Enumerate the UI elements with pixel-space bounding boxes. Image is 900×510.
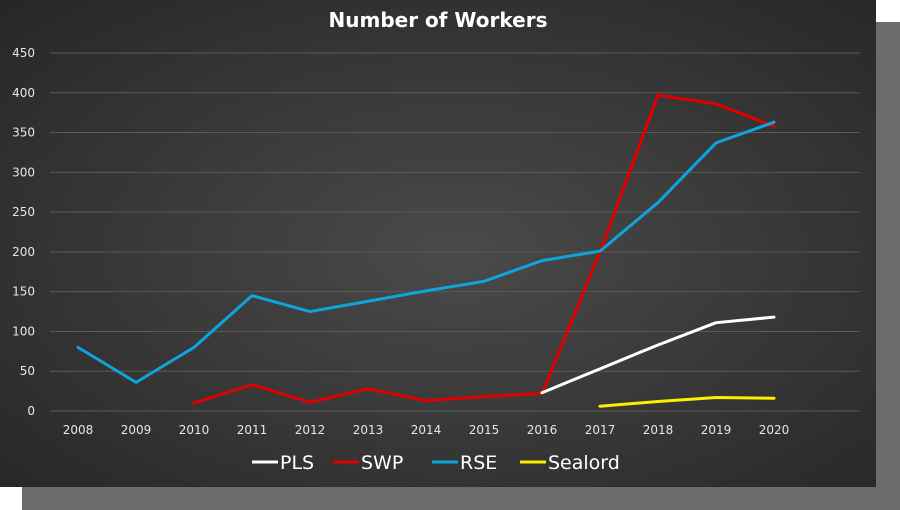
legend-label-sealord: Sealord xyxy=(548,452,620,474)
y-tick-label: 250 xyxy=(12,205,35,219)
y-tick-label: 300 xyxy=(12,165,35,179)
x-tick-label: 2013 xyxy=(353,423,384,437)
x-tick-label: 2012 xyxy=(295,423,326,437)
y-tick-label: 0 xyxy=(27,404,35,418)
legend-label-swp: SWP xyxy=(361,452,403,474)
x-tick-label: 2020 xyxy=(759,423,790,437)
y-tick-label: 50 xyxy=(20,364,35,378)
legend-label-rse: RSE xyxy=(460,452,497,474)
x-tick-label: 2011 xyxy=(237,423,268,437)
series-line-rse xyxy=(76,120,776,384)
series-line-sealord xyxy=(598,395,776,408)
y-tick-label: 350 xyxy=(12,126,35,140)
x-tick-label: 2014 xyxy=(411,423,442,437)
legend-label-pls: PLS xyxy=(280,452,314,474)
x-tick-label: 2009 xyxy=(121,423,152,437)
y-tick-label: 200 xyxy=(12,245,35,259)
legend: PLS SWP RSE Sealord xyxy=(252,452,620,474)
series-line-swp xyxy=(192,93,776,405)
x-tick-label: 2010 xyxy=(179,423,210,437)
chart-title: Number of Workers xyxy=(328,8,548,32)
x-tick-label: 2008 xyxy=(63,423,94,437)
x-axis-ticks: 2008 2009 2010 2011 2012 2013 2014 2015 2016 2017… xyxy=(63,423,790,437)
x-tick-label: 2019 xyxy=(701,423,732,437)
series-lines xyxy=(76,93,776,408)
grid-lines xyxy=(50,52,860,412)
x-tick-label: 2018 xyxy=(643,423,674,437)
y-axis-ticks: 0 50 100 150 200 250 300 350 400 450 xyxy=(12,46,35,418)
x-tick-label: 2017 xyxy=(585,423,616,437)
series-line-pls xyxy=(540,315,776,395)
chart-card: Number of Workers xyxy=(0,0,876,487)
y-tick-label: 150 xyxy=(12,285,35,299)
x-tick-label: 2016 xyxy=(527,423,558,437)
y-tick-label: 400 xyxy=(12,86,35,100)
x-tick-label: 2015 xyxy=(469,423,500,437)
y-tick-label: 100 xyxy=(12,324,35,338)
y-tick-label: 450 xyxy=(12,46,35,60)
